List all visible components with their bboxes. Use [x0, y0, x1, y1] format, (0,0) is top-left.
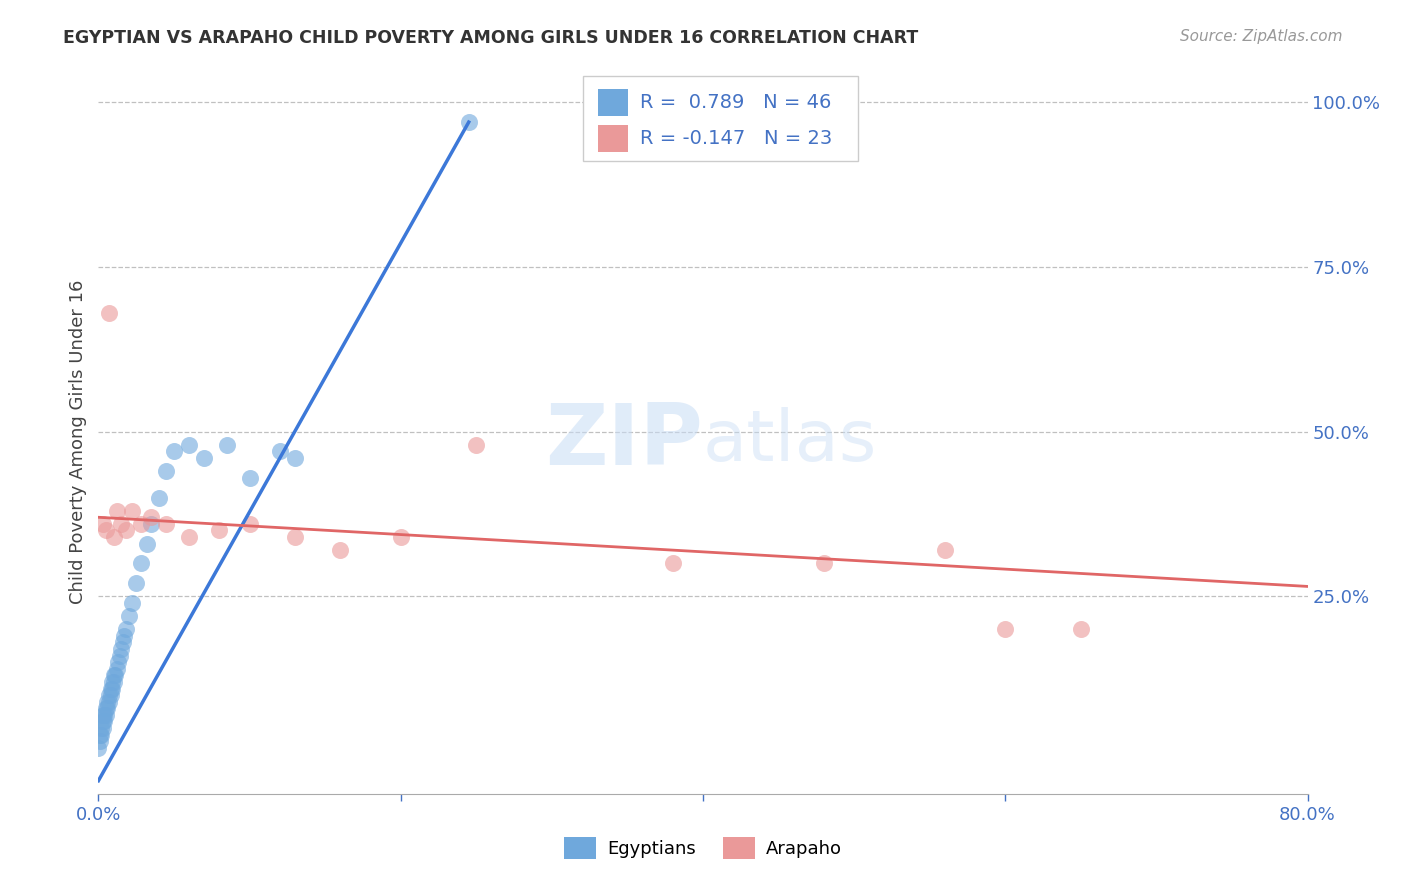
Point — [141, 510, 163, 524]
Point — [94, 701, 117, 715]
Legend: Egyptians, Arapaho: Egyptians, Arapaho — [557, 830, 849, 866]
Text: Source: ZipAtlas.com: Source: ZipAtlas.com — [1180, 29, 1343, 44]
Point — [239, 471, 262, 485]
Point — [89, 734, 111, 748]
Point — [96, 695, 118, 709]
Point — [141, 516, 163, 531]
Point — [101, 674, 124, 689]
Point — [108, 648, 131, 663]
Point — [994, 622, 1017, 636]
Point — [93, 714, 115, 729]
Point — [94, 707, 117, 722]
Y-axis label: Child Poverty Among Girls Under 16: Child Poverty Among Girls Under 16 — [69, 279, 87, 604]
Point — [239, 516, 262, 531]
Point — [100, 681, 122, 696]
Point — [101, 681, 124, 696]
Point — [129, 516, 152, 531]
Point — [94, 524, 117, 538]
Point — [155, 464, 177, 478]
Point — [96, 701, 118, 715]
Point — [91, 707, 114, 722]
Point — [465, 438, 488, 452]
Point — [129, 557, 152, 571]
Point — [118, 609, 141, 624]
Point — [208, 524, 231, 538]
Point — [104, 668, 127, 682]
Point — [389, 530, 412, 544]
Point — [148, 491, 170, 505]
Point — [110, 516, 132, 531]
Point — [114, 524, 136, 538]
Point — [105, 662, 128, 676]
Point — [93, 707, 115, 722]
Point — [103, 668, 125, 682]
Point — [125, 576, 148, 591]
Point — [215, 438, 238, 452]
Point — [91, 714, 114, 729]
Point — [89, 728, 111, 742]
Point — [135, 536, 157, 550]
Point — [193, 450, 215, 465]
Point — [179, 530, 201, 544]
Point — [112, 629, 135, 643]
Point — [91, 516, 114, 531]
Point — [98, 688, 121, 702]
Point — [1070, 622, 1092, 636]
Point — [457, 115, 479, 129]
Text: R = -0.147   N = 23: R = -0.147 N = 23 — [640, 128, 832, 148]
Point — [87, 740, 110, 755]
Point — [269, 444, 291, 458]
Point — [284, 530, 307, 544]
Point — [90, 728, 112, 742]
Point — [110, 642, 132, 657]
Point — [121, 596, 143, 610]
Point — [179, 438, 201, 452]
Text: ZIP: ZIP — [546, 400, 703, 483]
Point — [163, 444, 186, 458]
Point — [91, 721, 114, 735]
Point — [329, 543, 352, 558]
Point — [107, 655, 129, 669]
Point — [121, 504, 143, 518]
Point — [111, 635, 134, 649]
Point — [98, 695, 121, 709]
Point — [90, 721, 112, 735]
Point — [98, 306, 121, 320]
Point — [155, 516, 177, 531]
Point — [100, 688, 122, 702]
Point — [934, 543, 956, 558]
Text: EGYPTIAN VS ARAPAHO CHILD POVERTY AMONG GIRLS UNDER 16 CORRELATION CHART: EGYPTIAN VS ARAPAHO CHILD POVERTY AMONG … — [63, 29, 918, 46]
Point — [813, 557, 835, 571]
Point — [105, 504, 128, 518]
Point — [103, 674, 125, 689]
Text: atlas: atlas — [703, 407, 877, 476]
Point — [114, 622, 136, 636]
Point — [661, 557, 683, 571]
Point — [103, 530, 125, 544]
Text: R =  0.789   N = 46: R = 0.789 N = 46 — [640, 93, 831, 112]
Point — [284, 450, 307, 465]
